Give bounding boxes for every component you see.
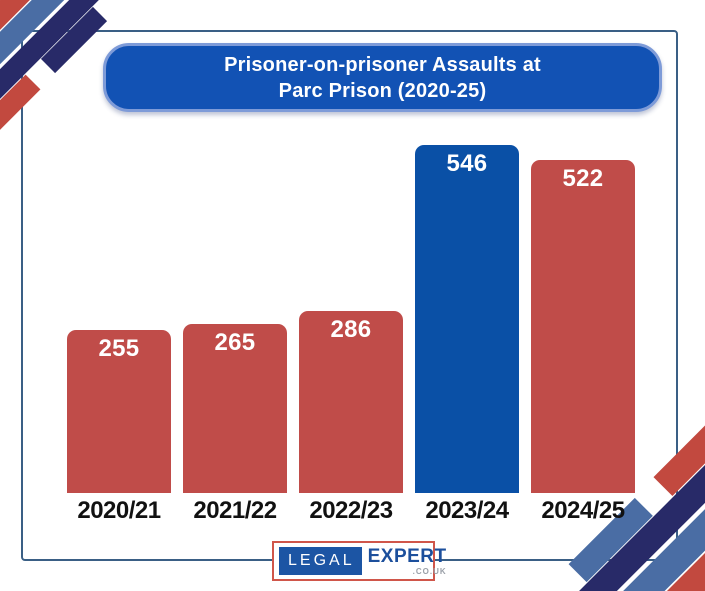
bar-2020-21: 255 — [67, 330, 171, 493]
x-axis-label: 2021/22 — [193, 497, 277, 524]
bar-value-label: 255 — [98, 335, 140, 362]
bar-value-label: 522 — [562, 165, 604, 192]
x-axis-label: 2024/25 — [541, 497, 625, 524]
logo-right-block: EXPERT .CO.UK — [368, 547, 447, 576]
bar-value-label: 286 — [330, 316, 372, 343]
x-axis-label: 2023/24 — [425, 497, 509, 524]
chart-title-banner: Prisoner-on-prisoner Assaults at Parc Pr… — [103, 43, 662, 112]
legal-expert-logo: LEGAL EXPERT .CO.UK — [272, 541, 446, 581]
logo-word-legal: LEGAL — [279, 547, 362, 575]
bar-2024-25: 522 — [531, 160, 635, 493]
chart-title-line1: Prisoner-on-prisoner Assaults at — [224, 53, 541, 76]
bar-2022-23: 286 — [299, 311, 403, 493]
x-axis-label: 2020/21 — [77, 497, 161, 524]
bar-2021-22: 265 — [183, 324, 287, 493]
logo-word-expert: EXPERT — [367, 545, 447, 567]
bar-value-label: 546 — [446, 150, 488, 177]
bar-value-label: 265 — [214, 329, 256, 356]
bar-2023-24: 546 — [415, 145, 519, 493]
x-axis-label: 2022/23 — [309, 497, 393, 524]
logo-suffix-couk: .CO.UK — [412, 566, 447, 576]
chart-title-line2: Parc Prison (2020-25) — [278, 79, 487, 102]
